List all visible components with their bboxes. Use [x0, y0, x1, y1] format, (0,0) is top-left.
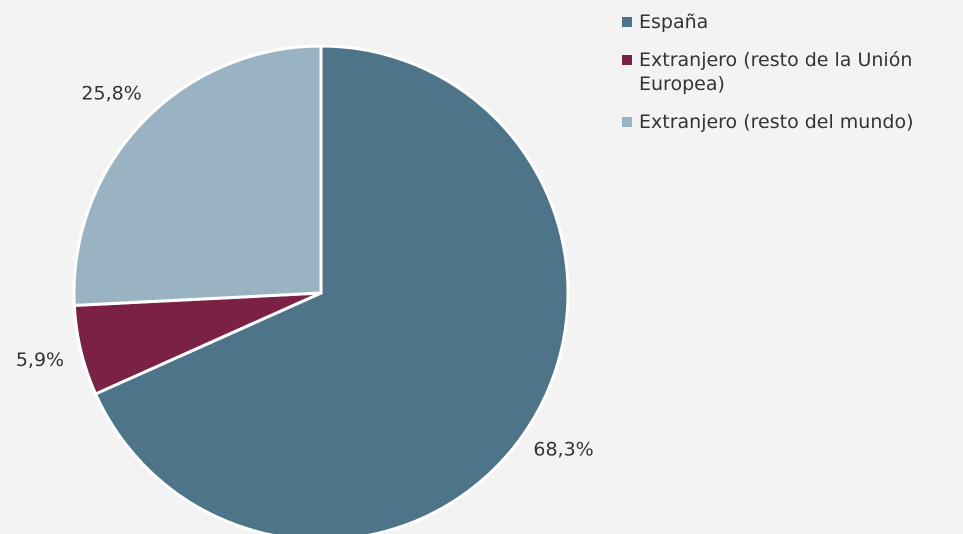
legend-swatch: [622, 117, 632, 127]
legend-swatch: [622, 55, 632, 65]
pie-slice: [93, 44, 570, 534]
data-label: 25,8%: [81, 82, 141, 104]
legend: España Extranjero (resto de la Unión Euro…: [622, 10, 963, 148]
data-label: 68,3%: [533, 439, 593, 461]
data-label: 5,9%: [16, 349, 64, 371]
legend-label: Extranjero (resto del mundo): [639, 111, 914, 133]
legend-item: España: [622, 10, 963, 34]
legend-item: Extranjero (resto del mundo): [622, 110, 963, 134]
legend-swatch: [622, 17, 632, 27]
legend-label: Extranjero (resto de la Unión Europea): [639, 49, 913, 95]
legend-item: Extranjero (resto de la Unión Europea): [622, 48, 963, 96]
pie-slice: [72, 44, 323, 307]
legend-label: España: [639, 11, 709, 33]
